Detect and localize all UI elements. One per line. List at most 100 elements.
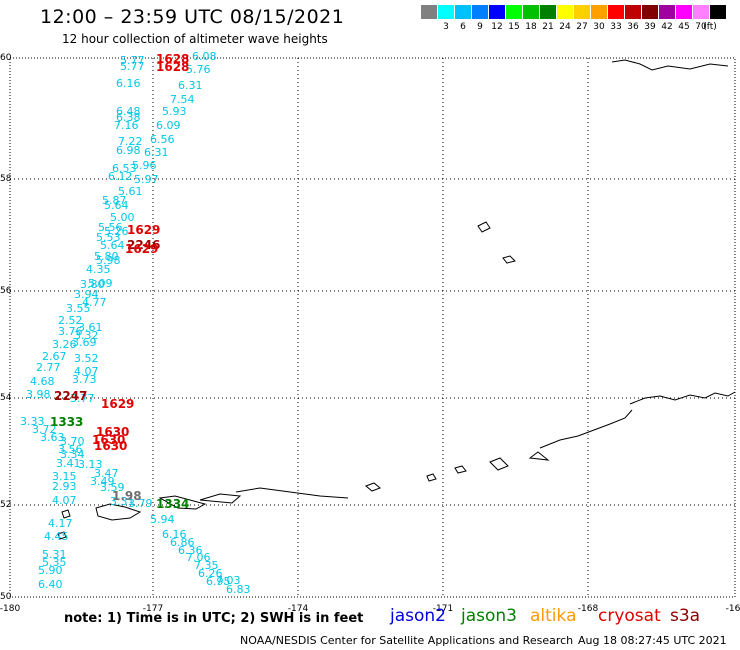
- wave-height-label: 3.13: [78, 458, 103, 471]
- wave-height-label: 6.12: [108, 170, 133, 183]
- wave-height-label: 3.69: [72, 336, 97, 349]
- coastline: [611, 59, 729, 71]
- satellite-altika: altika: [530, 606, 577, 626]
- legend-label: 15: [508, 22, 520, 32]
- wave-height-label: 3.33: [20, 415, 45, 428]
- legend-swatch: [693, 5, 709, 19]
- pass-time-label: 1629: [101, 397, 134, 411]
- pass-time-label: 1333: [50, 415, 83, 429]
- coastline: [57, 531, 67, 540]
- coastline: [454, 465, 467, 474]
- latitude-label: 50: [0, 592, 12, 602]
- coastline: [426, 473, 437, 482]
- satellite-cryosat: cryosat: [598, 606, 661, 626]
- legend-label: 33: [610, 22, 622, 32]
- pass-time-label: 2247: [54, 389, 87, 403]
- coastline: [629, 391, 736, 405]
- wave-height-label: 2.93: [52, 480, 77, 493]
- wave-height-label: 5.09: [88, 277, 113, 290]
- wave-height-label: 5.26: [104, 225, 129, 238]
- coastline: [365, 482, 381, 492]
- wave-height-label: 3.76: [58, 325, 83, 338]
- legend-label: 6: [460, 22, 466, 32]
- wave-height-label: 3.94: [74, 288, 99, 301]
- coastline: [199, 493, 242, 504]
- wave-height-label: 5.90: [38, 564, 63, 577]
- wave-height-label: 6.31: [178, 79, 203, 92]
- wave-height-label: 5.87: [102, 194, 127, 207]
- wave-height-label: 6.86: [170, 536, 195, 549]
- coastline: [477, 221, 491, 233]
- wave-height-label: 5.61: [118, 185, 143, 198]
- wave-height-label: 4.35: [86, 263, 111, 276]
- wave-height-label: 5.80: [94, 250, 119, 263]
- latitude-label: 60: [0, 53, 12, 63]
- wave-height-label: 3.61: [78, 321, 103, 334]
- wave-height-label: 6.48: [116, 105, 141, 118]
- wave-height-label: 5.96: [132, 159, 157, 172]
- wave-height-label: 7.54: [170, 93, 195, 106]
- legend-swatch: [523, 5, 539, 19]
- wave-height-label: 3.47: [94, 467, 119, 480]
- longitude-label: -177: [143, 604, 163, 614]
- wave-height-label: 5.93: [162, 105, 187, 118]
- wave-height-label: 5.31: [42, 548, 67, 561]
- pass-time-label: 1630: [94, 439, 127, 453]
- generation-timestamp: Aug 18 08:27:45 UTC 2021: [578, 634, 727, 647]
- coastline: [158, 495, 207, 510]
- legend-label: 9: [477, 22, 483, 32]
- wave-height-label: 4.77: [82, 296, 107, 309]
- satellite-s3a: s3a: [670, 606, 701, 626]
- legend-swatch: [472, 5, 488, 19]
- legend-swatch: [608, 5, 624, 19]
- coastline: [502, 255, 516, 264]
- legend-unit-label: (ft): [703, 22, 717, 32]
- wave-height-label: 7.06: [186, 551, 211, 564]
- legend-label: 24: [559, 22, 571, 32]
- wave-height-label: 2.77: [36, 361, 61, 374]
- wave-height-label: 3.59: [100, 481, 125, 494]
- wave-height-label: 3.56: [58, 443, 83, 456]
- latitude-label: 52: [0, 500, 11, 510]
- legend-swatch: [438, 5, 454, 19]
- wave-height-label: 3.98: [26, 388, 51, 401]
- page-title: 12:00 – 23:59 UTC 08/15/2021: [40, 6, 345, 28]
- coastline: [528, 451, 550, 461]
- wave-height-label: 6.40: [38, 578, 63, 591]
- pass-time-label: 1630: [96, 425, 129, 439]
- page-subtitle: 12 hour collection of altimeter wave hei…: [62, 32, 328, 46]
- coastline: [95, 503, 142, 521]
- wave-height-label: 3.70: [60, 435, 85, 448]
- wave-height-label: 5.56: [98, 221, 123, 234]
- wave-height-label: 3.73: [72, 373, 97, 386]
- legend-swatch: [642, 5, 658, 19]
- pass-time-label: 1630: [92, 433, 125, 447]
- wave-height-label: 6.38: [116, 111, 141, 124]
- wave-height-label: 7.35: [194, 559, 219, 572]
- wave-height-label: 5.35: [42, 556, 67, 569]
- wave-height-label: 3.26: [52, 338, 77, 351]
- wave-height-label: 5.98: [96, 254, 121, 267]
- latitude-label: 56: [0, 286, 12, 296]
- wave-height-label: 3.41: [56, 457, 81, 470]
- wave-height-label: 3.63: [40, 431, 65, 444]
- wave-height-label: 5.53: [96, 231, 121, 244]
- legend-swatch: [506, 5, 522, 19]
- legend-swatch: [574, 5, 590, 19]
- wave-height-label: 3.80: [80, 278, 105, 291]
- wave-height-label: 6.08: [192, 50, 217, 63]
- legend-label: 27: [576, 22, 588, 32]
- wave-height-label: 3.55: [66, 302, 91, 315]
- wave-height-label: 7.16: [114, 119, 139, 132]
- wave-height-label: 6.26: [198, 567, 223, 580]
- legend-label: 42: [661, 22, 673, 32]
- legend-label: 70: [695, 22, 707, 32]
- wave-height-label: 6.95: [206, 575, 231, 588]
- coastline: [235, 487, 349, 499]
- pass-time-label: 1.98: [112, 489, 142, 503]
- wave-height-label: 7.22: [118, 135, 143, 148]
- coastline: [61, 509, 71, 519]
- wave-height-label: 5.77: [120, 60, 145, 73]
- longitude-label: -16: [726, 604, 740, 614]
- wave-height-label: 3.15: [52, 470, 77, 483]
